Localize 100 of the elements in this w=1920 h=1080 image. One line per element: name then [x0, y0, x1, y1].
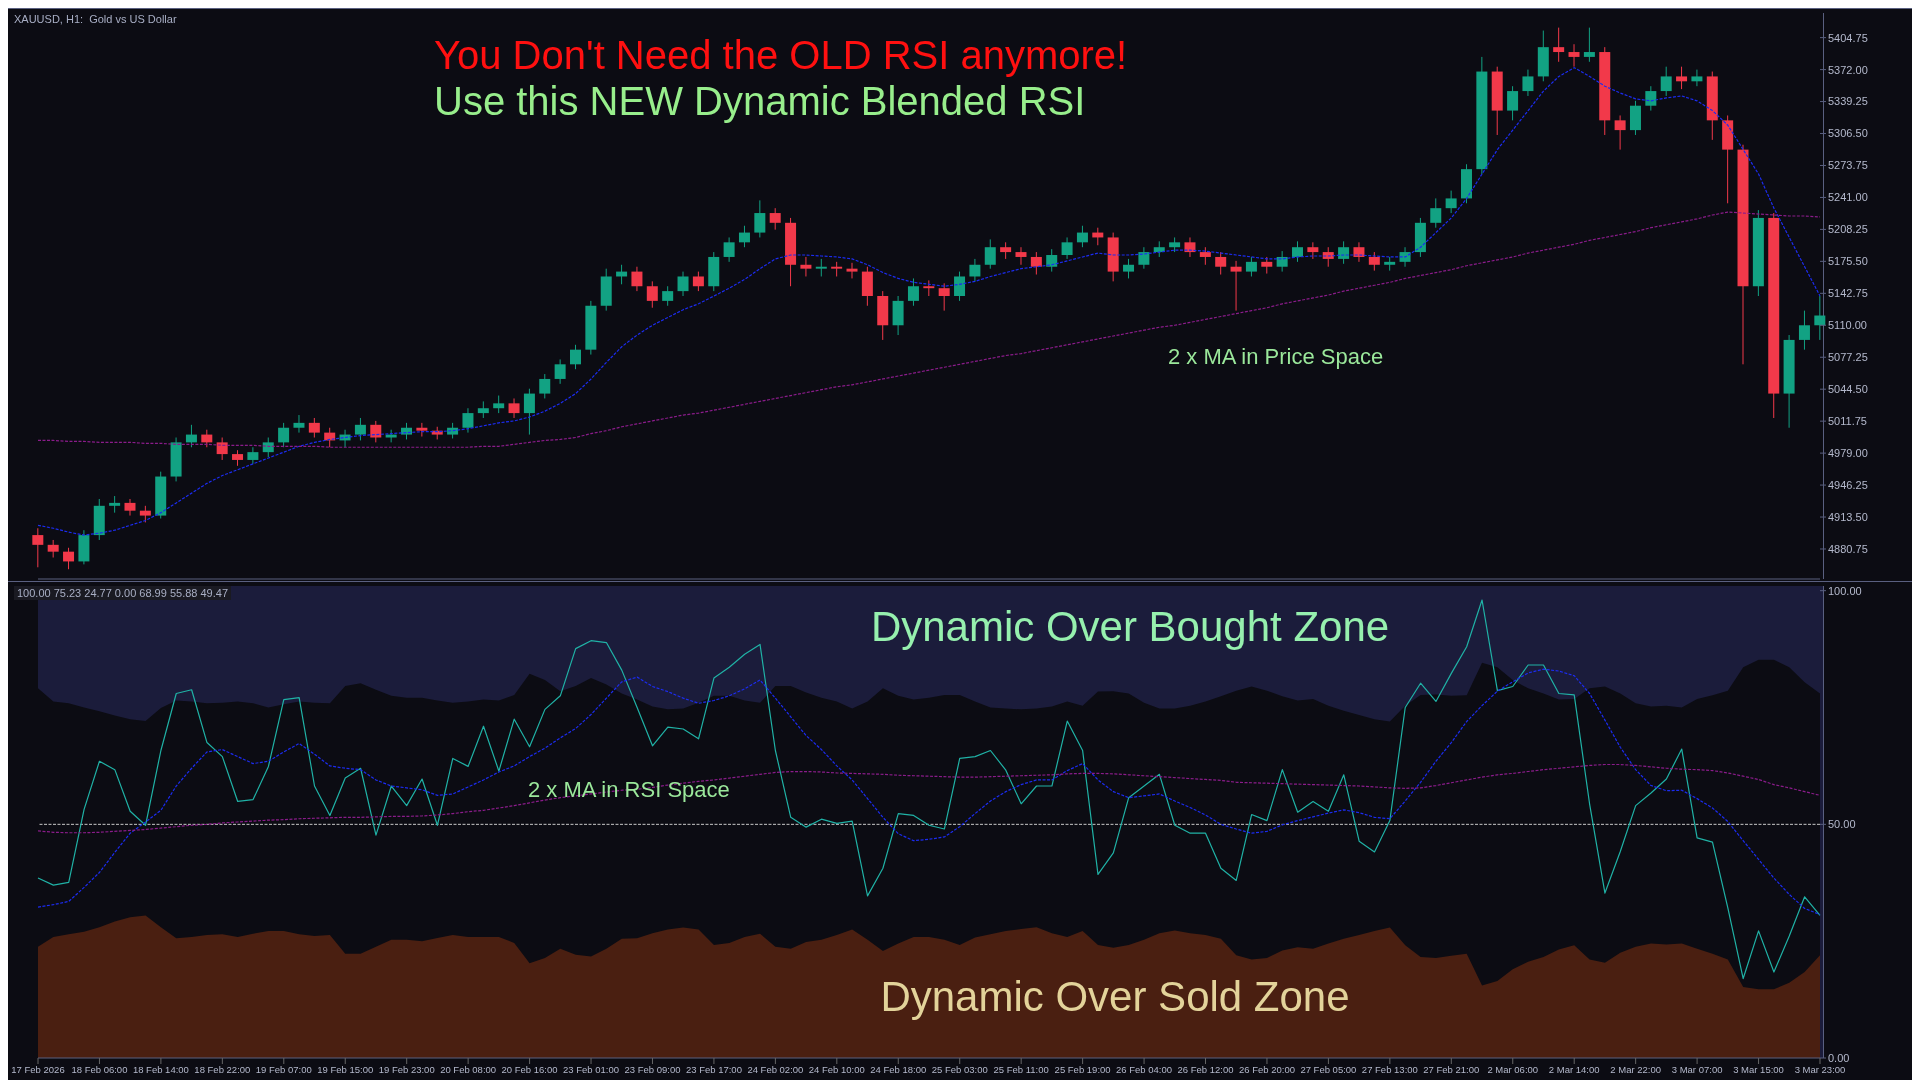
x-tick-label: 19 Feb 07:00 — [255, 1063, 312, 1075]
y-tick-label: 5404.75 — [1828, 31, 1868, 44]
candlestick — [769, 207, 781, 231]
y-tick-label: 5175.50 — [1828, 255, 1868, 268]
y-tick-label: 5306.50 — [1828, 127, 1868, 140]
x-tick-label: 20 Feb 16:00 — [501, 1063, 558, 1075]
candlestick — [1046, 248, 1058, 273]
candlestick — [262, 437, 274, 458]
candlestick — [907, 277, 919, 307]
candlestick — [278, 422, 290, 448]
y-tick-label: 5241.00 — [1828, 191, 1868, 204]
candlestick — [385, 429, 397, 443]
y-tick-label: 4913.50 — [1828, 510, 1868, 523]
candlestick — [554, 358, 566, 385]
candlestick — [1568, 43, 1580, 68]
candlestick — [1307, 241, 1319, 260]
candlestick — [1230, 260, 1242, 312]
candlestick — [185, 424, 197, 448]
line-series — [37, 763, 1821, 834]
y-tick-label: 5142.75 — [1828, 287, 1868, 300]
y-tick-label: 5372.00 — [1828, 63, 1868, 76]
y-tick-label: 5110.00 — [1828, 319, 1867, 332]
candlestick — [1645, 85, 1657, 112]
x-tick-label: 26 Feb 12:00 — [1177, 1063, 1234, 1075]
y-tick-label: 4979.00 — [1828, 447, 1868, 460]
candlestick — [1292, 240, 1304, 263]
candlestick — [1368, 251, 1380, 272]
x-tick-label: 3 Mar 23:00 — [1794, 1063, 1846, 1075]
x-tick-label: 27 Feb 05:00 — [1300, 1063, 1357, 1075]
line-series — [37, 599, 1821, 980]
candlestick — [1691, 69, 1703, 87]
x-tick-label: 18 Feb 06:00 — [71, 1063, 128, 1075]
candlestick — [984, 238, 996, 270]
annotation: 100.00 75.23 24.77 0.00 68.99 55.88 49.47 — [14, 586, 232, 601]
y-tick-label: 5273.75 — [1828, 159, 1868, 172]
candlestick — [1614, 114, 1626, 151]
text: You Don't Need the OLD RSI anymore! — [434, 33, 1128, 77]
x-tick-label: 2 Mar 14:00 — [1548, 1063, 1600, 1075]
candlestick — [938, 282, 950, 312]
candlestick — [800, 256, 812, 277]
x-tick-label: 3 Mar 07:00 — [1671, 1063, 1723, 1075]
x-tick-label: 24 Feb 18:00 — [870, 1063, 927, 1075]
y-tick-label: 50.00 — [1828, 818, 1856, 831]
candlestick — [1245, 256, 1257, 277]
candlestick — [1123, 258, 1135, 279]
candlestick — [1522, 69, 1534, 97]
y-tick-label: 5339.25 — [1828, 95, 1868, 108]
x-tick-label: 18 Feb 14:00 — [132, 1063, 189, 1075]
candlestick — [293, 414, 305, 434]
candlestick — [370, 420, 382, 443]
candlestick — [416, 422, 428, 438]
y-tick-label: 5011.75 — [1828, 415, 1867, 428]
x-tick-label: 24 Feb 02:00 — [747, 1063, 804, 1075]
candlestick — [969, 258, 981, 282]
annotation: 2 x MA in Price Space — [1168, 344, 1384, 370]
y-tick-label: 4880.75 — [1828, 542, 1868, 555]
candlestick — [1015, 246, 1027, 266]
candlestick — [1553, 27, 1565, 63]
y-tick-label: 100.00 — [1828, 584, 1862, 597]
candlestick — [662, 285, 674, 307]
annotation: 2 x MA in RSI Space — [528, 777, 730, 803]
x-tick-label: 19 Feb 15:00 — [317, 1063, 374, 1075]
candlestick — [954, 271, 966, 302]
candlestick — [539, 373, 551, 399]
candlestick — [846, 262, 858, 279]
x-tick-label: 27 Feb 13:00 — [1361, 1063, 1418, 1075]
x-tick-label: 27 Feb 21:00 — [1423, 1063, 1480, 1075]
candlestick — [462, 407, 474, 434]
y-tick-label: 5044.50 — [1828, 383, 1868, 396]
candlestick — [124, 498, 136, 517]
x-tick-label: 26 Feb 04:00 — [1116, 1063, 1173, 1075]
candlestick — [1660, 66, 1672, 97]
candlestick — [1184, 236, 1196, 258]
annotation: XAUUSD, H1: Gold vs US Dollar — [14, 13, 177, 26]
candlestick — [1030, 251, 1042, 276]
candlestick — [677, 271, 689, 297]
candlestick — [738, 225, 750, 248]
x-tick-label: 2 Mar 22:00 — [1610, 1063, 1662, 1075]
candlestick — [1430, 197, 1442, 229]
candlestick — [1507, 85, 1519, 121]
candlestick — [1798, 310, 1810, 351]
x-tick-label: 25 Feb 03:00 — [931, 1063, 988, 1075]
x-tick-label: 23 Feb 17:00 — [685, 1063, 742, 1075]
text: Use this NEW Dynamic Blended RSI — [434, 79, 1086, 123]
candlestick — [1445, 190, 1457, 214]
x-tick-label: 20 Feb 08:00 — [440, 1063, 497, 1075]
candlestick — [692, 271, 704, 292]
candlestick — [523, 388, 535, 436]
candlestick — [569, 344, 581, 370]
candlestick — [631, 266, 643, 292]
candlestick — [32, 527, 44, 568]
candlestick — [1076, 225, 1088, 248]
x-tick-label: 18 Feb 22:00 — [194, 1063, 251, 1075]
candlestick — [63, 547, 75, 570]
x-tick-label: 23 Feb 01:00 — [563, 1063, 620, 1075]
y-tick-label: 4946.25 — [1828, 478, 1868, 491]
candlestick — [1583, 27, 1595, 63]
annotation: Dynamic Over Sold Zone — [880, 973, 1350, 1021]
candlestick — [723, 236, 735, 263]
candlestick — [646, 280, 658, 309]
